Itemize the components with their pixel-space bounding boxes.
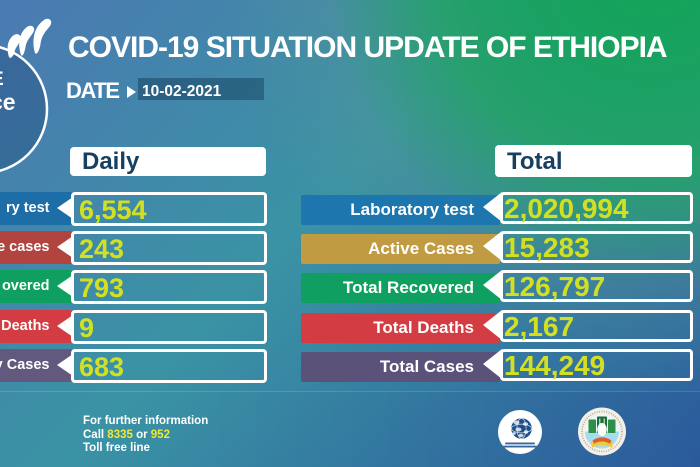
svg-text:E: E bbox=[0, 69, 4, 90]
svg-text:ce: ce bbox=[0, 89, 16, 115]
